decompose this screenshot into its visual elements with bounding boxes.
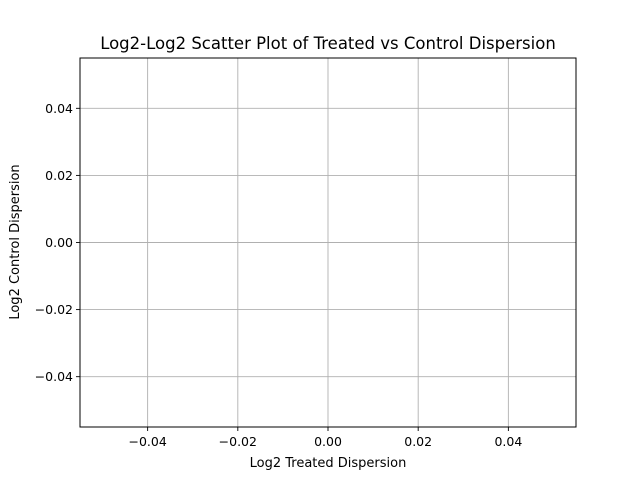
y-tick-label: 0.02 [45,168,73,183]
x-tick-label: 0.00 [314,434,342,449]
x-tick-label: −0.02 [219,434,257,449]
x-axis-ticks: −0.04 −0.02 0.00 0.02 0.04 [128,427,522,449]
y-tick-label: −0.04 [35,369,73,384]
y-tick-label: 0.04 [45,101,73,116]
x-tick-label: −0.04 [128,434,166,449]
y-axis-label: Log2 Control Dispersion [8,164,23,319]
y-tick-label: 0.00 [45,235,73,250]
x-axis-label: Log2 Treated Dispersion [250,456,407,471]
grid [80,58,576,427]
y-axis-ticks: −0.04 −0.02 0.00 0.02 0.04 [35,101,80,384]
x-tick-label: 0.02 [404,434,432,449]
x-tick-label: 0.04 [494,434,522,449]
y-tick-label: −0.02 [35,302,73,317]
chart-title: Log2-Log2 Scatter Plot of Treated vs Con… [100,34,556,53]
